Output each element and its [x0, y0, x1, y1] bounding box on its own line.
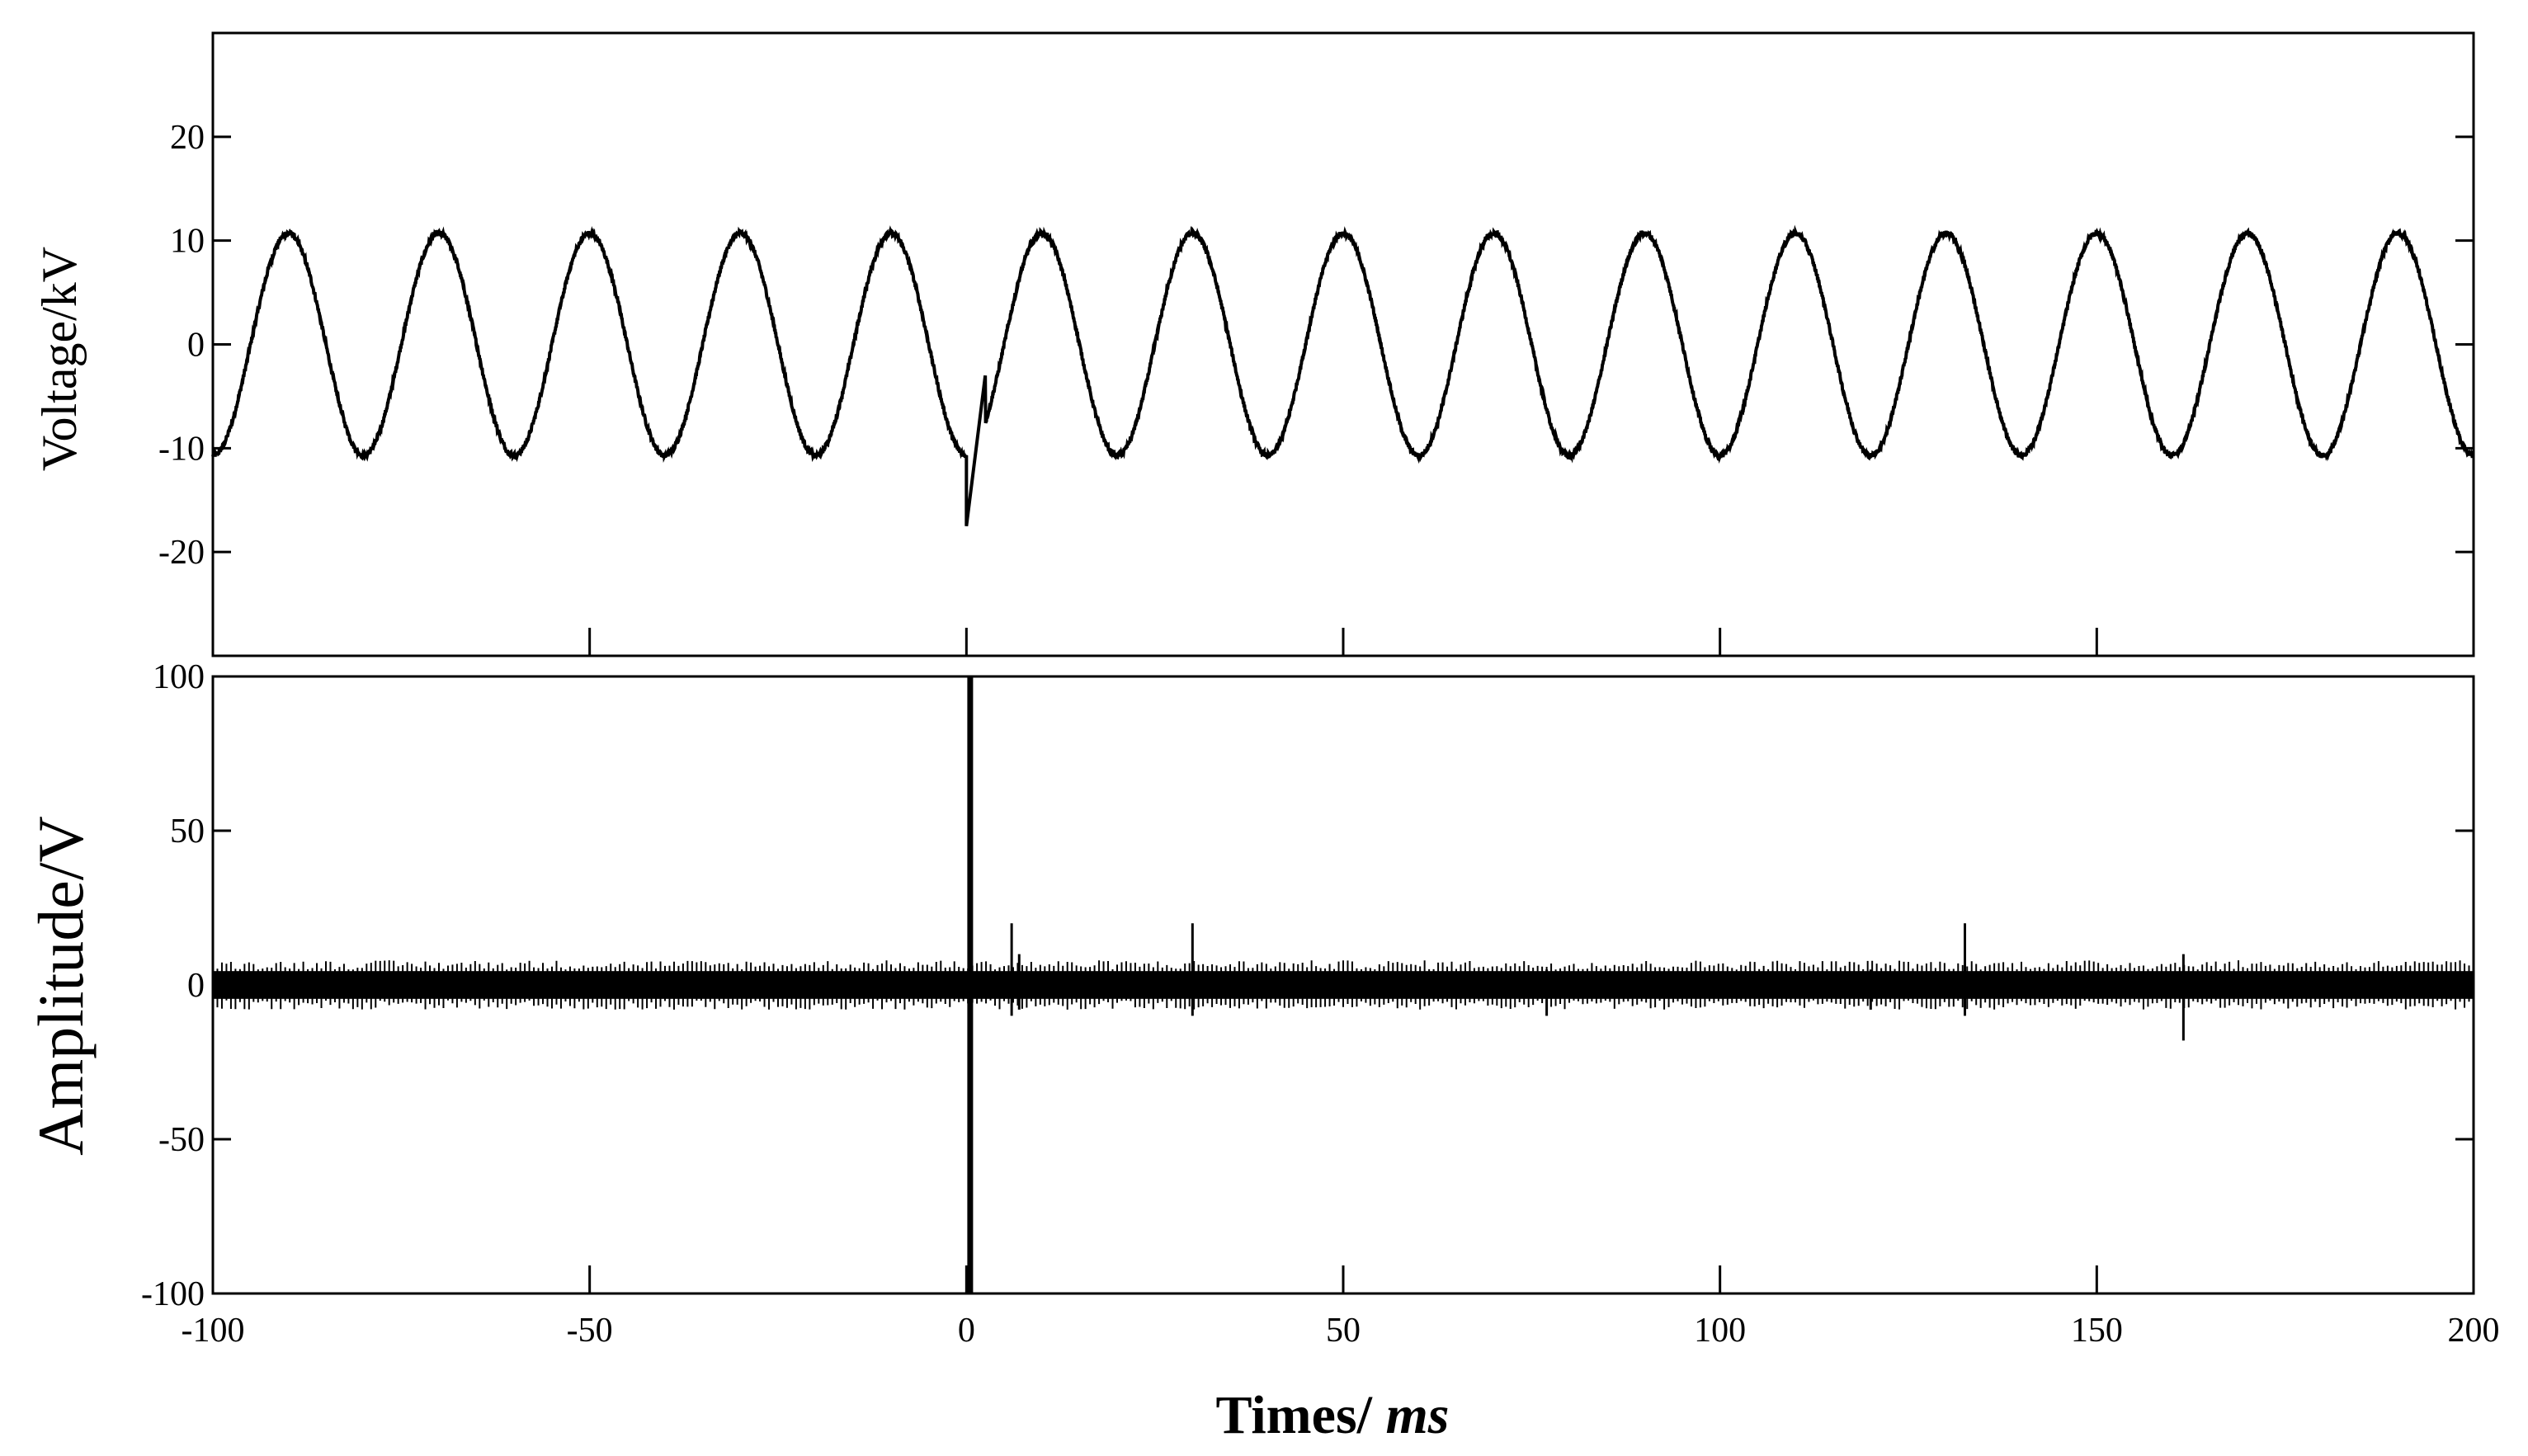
bottom-y-tick-label: 100: [153, 658, 205, 696]
x-tick-label: 150: [2071, 1312, 2123, 1350]
x-tick-label: -100: [182, 1312, 245, 1350]
x-axis-label: Times/ ms: [1216, 1385, 1450, 1445]
y-axis-label-top: Voltage/kV: [32, 247, 87, 471]
x-axis-label-unit: ms: [1385, 1385, 1449, 1445]
voltage-series: [211, 224, 2475, 526]
top-tick-labels: 20 10 0 -10 -20: [158, 119, 205, 572]
top-y-tick-label: 0: [187, 327, 205, 365]
top-y-tick-label: -10: [158, 430, 205, 468]
x-tick-label: 50: [1326, 1312, 1361, 1350]
bottom-y-tick-label: 0: [187, 967, 205, 1005]
x-axis-label-main: Times/: [1216, 1385, 1386, 1445]
bottom-y-tick-label: -50: [158, 1121, 205, 1159]
top-y-tick-label: 10: [170, 223, 205, 261]
bottom-y-tick-label: 50: [170, 813, 205, 851]
x-tick-label: 0: [958, 1312, 975, 1350]
x-tick-label: -50: [567, 1312, 613, 1350]
top-y-tick-label: 20: [170, 119, 205, 157]
bottom-y-tick-label: -100: [141, 1275, 205, 1313]
top-y-tick-label: -20: [158, 534, 205, 572]
amplitude-series: [212, 676, 2474, 1293]
amplitude-noise-spikes: [212, 960, 2474, 1010]
top-axis-ticks: [213, 135, 2474, 656]
x-tick-label: 100: [1694, 1312, 1746, 1350]
x-tick-label: 200: [2448, 1312, 2500, 1350]
bottom-tick-labels: 100 50 0 -50 -100-100 -50 0 50 100 150 200: [141, 658, 2500, 1350]
voltage-waveform-line: [211, 224, 2475, 526]
y-axis-label-bottom: Amplitude/V: [25, 816, 97, 1156]
